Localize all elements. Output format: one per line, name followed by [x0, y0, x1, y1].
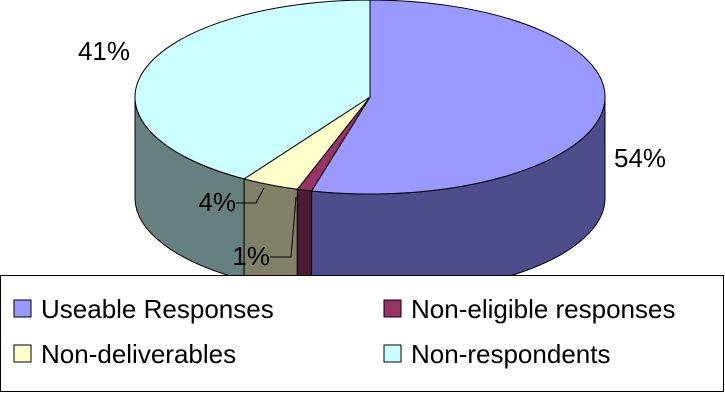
legend-label-useable-responses: Useable Responses [41, 294, 274, 324]
data-label-non-respondents: 41% [78, 36, 130, 66]
data-label-non-eligible-responses: 1% [232, 241, 270, 271]
data-label-useable-responses: 54% [614, 143, 666, 173]
legend-label-non-respondents: Non-respondents [411, 339, 610, 369]
legend: Useable Responses Non-eligible responses N… [0, 275, 724, 392]
legend-swatch-useable-responses [13, 299, 32, 318]
legend-swatch-non-deliverables [13, 344, 32, 363]
pie-tops [134, 0, 606, 195]
legend-swatch-non-eligible-responses [383, 299, 402, 318]
pie-slice-useable-responses [310, 0, 606, 195]
legend-frame [0, 275, 724, 392]
pie-slice-non-respondents [134, 0, 371, 180]
legend-label-non-eligible-responses: Non-eligible responses [411, 294, 675, 324]
data-label-non-deliverables: 4% [198, 187, 236, 217]
leader-line-non-deliverables [236, 187, 265, 204]
legend-swatch-non-respondents [383, 344, 402, 363]
leader-line-non-eligible-responses [270, 196, 297, 258]
pie-labels: 54% 1% 4% 41% [78, 36, 666, 271]
pie-side-non-deliverables [243, 178, 298, 291]
legend-label-non-deliverables: Non-deliverables [41, 339, 236, 369]
